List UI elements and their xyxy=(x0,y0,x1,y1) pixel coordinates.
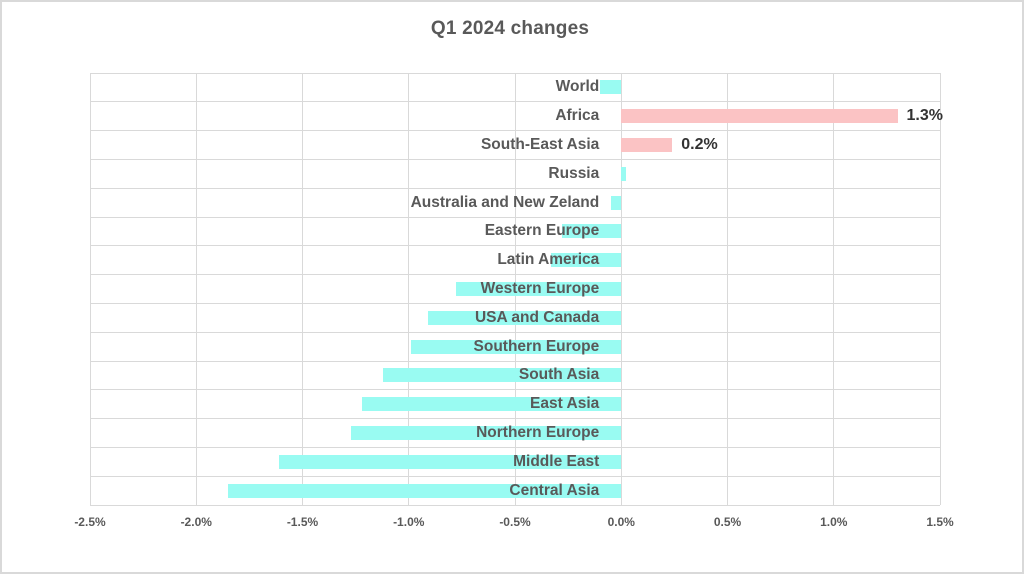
horizontal-gridline xyxy=(90,187,940,189)
data-label: 0.2% xyxy=(681,136,718,153)
data-label: 1.3% xyxy=(906,107,943,125)
bar-usa-and-canada xyxy=(427,310,622,325)
bar-africa xyxy=(621,109,898,124)
horizontal-gridline xyxy=(90,475,940,477)
horizontal-gridline xyxy=(90,274,940,276)
x-axis-tick-label: -2.5% xyxy=(74,515,106,529)
bar-central-asia xyxy=(228,483,622,498)
bar-eastern-europe xyxy=(561,224,622,239)
bar-middle-east xyxy=(279,454,622,469)
vertical-gridline xyxy=(727,73,728,505)
category-label: Southern Europe xyxy=(473,337,600,355)
category-label: South Asia xyxy=(518,366,600,384)
horizontal-gridline xyxy=(90,446,940,448)
chart-title: Q1 2024 changes xyxy=(430,18,590,39)
category-label: Russia xyxy=(548,164,600,182)
horizontal-gridline xyxy=(90,418,940,420)
horizontal-gridline xyxy=(90,72,940,74)
category-label: East Asia xyxy=(530,395,600,413)
category-label: Australia and New Zeland xyxy=(410,193,600,211)
horizontal-gridline xyxy=(90,504,940,506)
bar-south-asia xyxy=(383,368,622,383)
category-label: Northern Europe xyxy=(476,424,600,441)
vertical-gridline xyxy=(89,73,91,505)
horizontal-gridline xyxy=(90,216,940,218)
vertical-gridline xyxy=(939,73,941,505)
x-axis-tick-label: -1.0% xyxy=(393,515,425,529)
horizontal-gridline xyxy=(90,130,940,132)
bar-australia-and-new-zeland xyxy=(610,195,622,210)
bar-southern-europe xyxy=(410,339,622,354)
category-label: USA and Canada xyxy=(474,308,600,326)
x-axis-tick-label: 0.0% xyxy=(607,515,635,529)
category-label: Latin America xyxy=(497,251,600,269)
category-label: Africa xyxy=(555,107,600,125)
x-axis-tick-label: -0.5% xyxy=(499,515,531,529)
x-axis-tick-label: -1.5% xyxy=(286,515,319,529)
category-label: Western Europe xyxy=(480,280,600,297)
category-label: World xyxy=(555,78,600,96)
category-label: Middle East xyxy=(513,452,600,470)
vertical-gridline xyxy=(408,73,410,505)
bar-world xyxy=(600,80,622,95)
x-axis-tick-label: 1.0% xyxy=(820,515,848,529)
horizontal-gridline xyxy=(90,360,940,362)
bar-western-europe xyxy=(455,282,622,296)
horizontal-gridline xyxy=(90,302,940,304)
bar-south-east-asia xyxy=(621,138,673,152)
bar-latin-america xyxy=(551,253,622,268)
bar-northern-europe xyxy=(351,426,622,440)
horizontal-gridline xyxy=(90,101,940,103)
category-label: South-East Asia xyxy=(480,136,600,153)
vertical-gridline xyxy=(302,73,303,505)
bar-russia xyxy=(621,166,626,181)
horizontal-gridline xyxy=(90,331,940,333)
x-axis-tick-label: 0.5% xyxy=(713,515,742,529)
horizontal-gridline xyxy=(90,158,940,160)
vertical-gridline xyxy=(195,73,197,505)
vertical-gridline xyxy=(833,73,835,505)
horizontal-gridline xyxy=(90,245,940,247)
bar-east-asia xyxy=(362,397,622,412)
horizontal-gridline xyxy=(90,389,940,391)
category-label: Central Asia xyxy=(509,481,600,499)
vertical-gridline xyxy=(620,73,622,505)
category-label: Eastern Europe xyxy=(484,222,600,240)
x-axis-tick-label: 1.5% xyxy=(926,515,954,529)
x-axis-tick-label: -2.0% xyxy=(180,515,212,529)
